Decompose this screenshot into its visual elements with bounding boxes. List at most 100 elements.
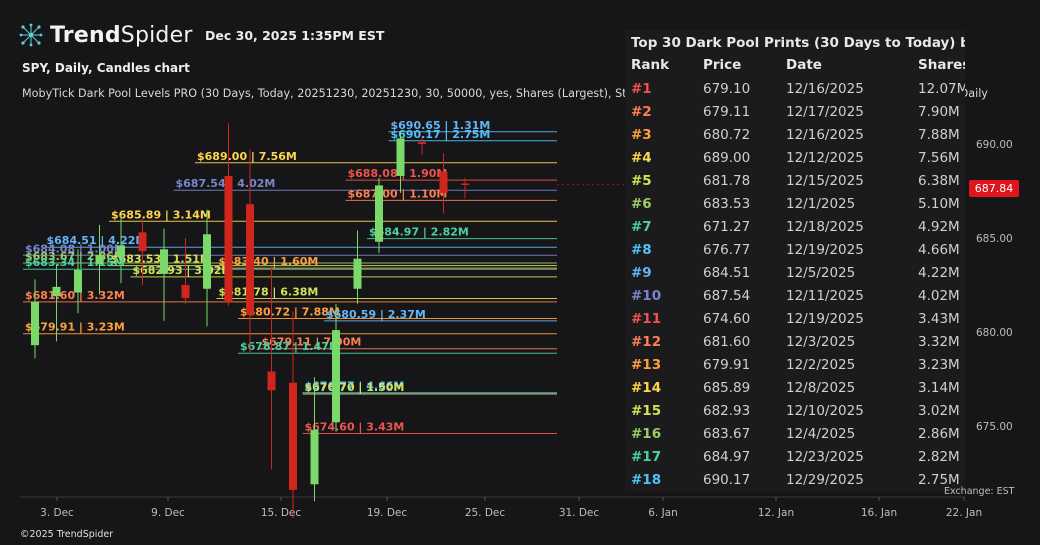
chart-timestamp: Dec 30, 2025 1:35PM EST xyxy=(205,28,385,43)
candle-body xyxy=(74,269,82,293)
x-tick-label: 12. Jan xyxy=(758,507,794,519)
dark-pool-prints-table: Top 30 Dark Pool Prints (30 Days to Toda… xyxy=(625,30,965,492)
candle-body xyxy=(160,249,168,274)
date-cell: 12/17/2025 xyxy=(786,104,864,120)
x-tick-label: 25. Dec xyxy=(465,507,506,519)
date-cell: 12/16/2025 xyxy=(786,127,864,143)
table-row: #4 689.00 12/12/2025 7.56M xyxy=(625,150,965,173)
date-cell: 12/3/2025 xyxy=(786,334,856,350)
table-row: #3 680.72 12/16/2025 7.88M xyxy=(625,127,965,150)
x-tick-label: 22. Jan xyxy=(946,507,982,519)
header-price: Price xyxy=(703,57,742,73)
shares-cell: 2.75M xyxy=(918,472,960,488)
table-row: #8 676.77 12/19/2025 4.66M xyxy=(625,242,965,265)
x-tick-label: 9. Dec xyxy=(151,507,185,519)
header-date: Date xyxy=(786,57,822,73)
date-cell: 12/8/2025 xyxy=(786,380,856,396)
dark-pool-level-label: $690.17 | 2.75M xyxy=(391,128,491,141)
table-row: #16 683.67 12/4/2025 2.86M xyxy=(625,426,965,449)
price-cell: 680.72 xyxy=(703,127,751,143)
shares-cell: 12.07M xyxy=(918,81,965,97)
candle-body xyxy=(31,301,39,346)
table-header-row: Rank Price Date Shares xyxy=(625,57,965,77)
chart-title[interactable]: SPY, Daily, Candles chart xyxy=(22,61,190,75)
shares-cell: 4.92M xyxy=(918,219,960,235)
rank-cell: #17 xyxy=(631,449,662,465)
price-cell: 682.93 xyxy=(703,403,751,419)
shares-cell: 2.82M xyxy=(918,449,960,465)
rank-cell: #1 xyxy=(631,81,652,97)
shares-cell: 2.86M xyxy=(918,426,960,442)
price-cell: 676.77 xyxy=(703,242,751,258)
candle-body xyxy=(52,286,61,297)
x-tick-label: 3. Dec xyxy=(40,507,74,519)
shares-cell: 3.23M xyxy=(918,357,960,373)
shares-cell: 3.43M xyxy=(918,311,960,327)
price-cell: 674.60 xyxy=(703,311,751,327)
date-cell: 12/1/2025 xyxy=(786,196,856,212)
dark-pool-level-label: $678.87 | 1.47M xyxy=(240,340,340,353)
dark-pool-level-label: $690.65 | 1.31M xyxy=(391,119,491,132)
x-tick-label: 19. Dec xyxy=(367,507,408,519)
y-tick-label: 675.00 xyxy=(976,421,1013,433)
date-cell: 12/4/2025 xyxy=(786,426,856,442)
y-tick-label: 680.00 xyxy=(976,327,1013,339)
logo-wordmark: TrendSpider xyxy=(50,22,193,48)
rank-cell: #13 xyxy=(631,357,662,373)
table-row: #13 679.91 12/2/2025 3.23M xyxy=(625,357,965,380)
dark-pool-level-label: $680.59 | 2.37M xyxy=(326,308,426,321)
rank-cell: #14 xyxy=(631,380,662,396)
rank-cell: #5 xyxy=(631,173,652,189)
dark-pool-level-label: $683.40 | 1.60M xyxy=(219,255,319,268)
candle-body xyxy=(138,232,147,252)
rank-cell: #11 xyxy=(631,311,662,327)
price-cell: 681.78 xyxy=(703,173,751,189)
dark-pool-level-label: $679.91 | 3.23M xyxy=(25,321,125,334)
dark-pool-level-label: $676.77 | 4.66M xyxy=(305,380,405,393)
table-row: #2 679.11 12/17/2025 7.90M xyxy=(625,104,965,127)
candle-body xyxy=(95,254,104,265)
y-tick-label: 685.00 xyxy=(976,233,1013,245)
dark-pool-level-label: $680.72 | 7.88M xyxy=(240,305,340,318)
date-cell: 12/12/2025 xyxy=(786,150,864,166)
table-row: #11 674.60 12/19/2025 3.43M xyxy=(625,311,965,334)
date-cell: 12/10/2025 xyxy=(786,403,864,419)
shares-cell: 3.14M xyxy=(918,380,960,396)
price-cell: 683.67 xyxy=(703,426,751,442)
candle-body xyxy=(353,258,362,289)
date-cell: 12/29/2025 xyxy=(786,472,864,488)
table-row: #1 679.10 12/16/2025 12.07M xyxy=(625,81,965,104)
price-cell: 679.11 xyxy=(703,104,751,120)
x-tick-label: 31. Dec xyxy=(559,507,600,519)
price-cell: 683.53 xyxy=(703,196,751,212)
y-tick-label: 690.00 xyxy=(976,139,1013,151)
table-row: #12 681.60 12/3/2025 3.32M xyxy=(625,334,965,357)
table-row: #17 684.97 12/23/2025 2.82M xyxy=(625,449,965,472)
rank-cell: #4 xyxy=(631,150,652,166)
x-tick-label: 6. Jan xyxy=(648,507,678,519)
copyright-text: ©2025 TrendSpider xyxy=(20,529,114,540)
x-tick-label: 16. Jan xyxy=(861,507,897,519)
shares-cell: 4.22M xyxy=(918,265,960,281)
shares-cell: 3.32M xyxy=(918,334,960,350)
rank-cell: #6 xyxy=(631,196,652,212)
dark-pool-level-label: $674.60 | 3.43M xyxy=(305,421,405,434)
price-cell: 685.89 xyxy=(703,380,751,396)
price-cell: 689.00 xyxy=(703,150,751,166)
shares-cell: 6.38M xyxy=(918,173,960,189)
shares-cell: 7.88M xyxy=(918,127,960,143)
date-cell: 12/15/2025 xyxy=(786,173,864,189)
candle-body xyxy=(375,185,383,242)
dark-pool-level-label: $676.70 | 1.50M xyxy=(305,381,405,394)
dark-pool-level-label: $682.93 | 3.02M xyxy=(133,264,233,277)
rank-cell: #9 xyxy=(631,265,652,281)
shares-cell: 3.02M xyxy=(918,403,960,419)
dark-pool-level-label: $681.78 | 6.38M xyxy=(219,286,319,299)
shares-cell: 7.90M xyxy=(918,104,960,120)
shares-cell: 4.66M xyxy=(918,242,960,258)
rank-cell: #12 xyxy=(631,334,662,350)
date-cell: 12/19/2025 xyxy=(786,242,864,258)
candle-body xyxy=(267,371,276,391)
